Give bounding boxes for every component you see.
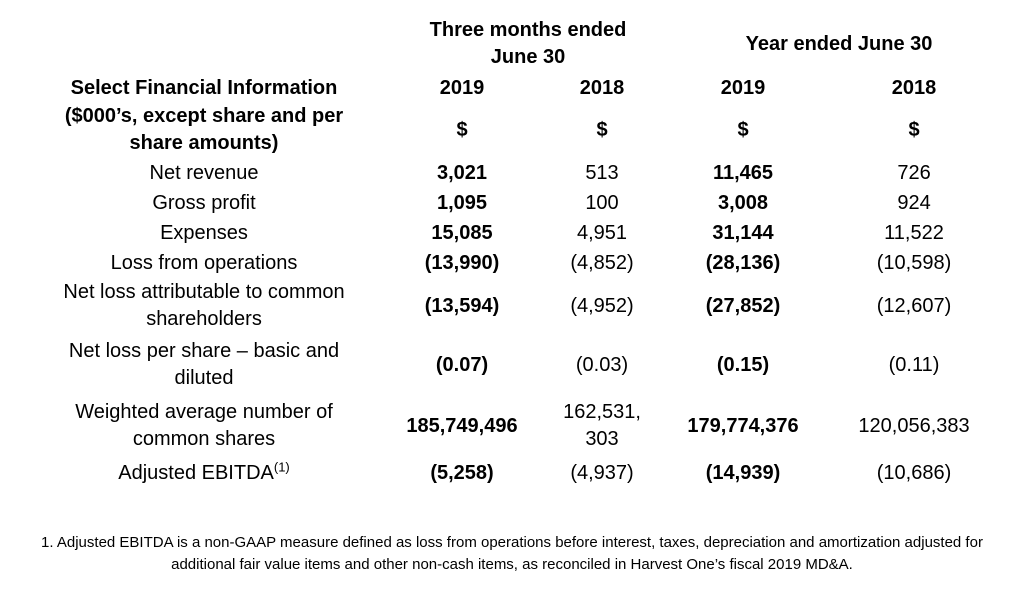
cell-value: 15,085 xyxy=(431,221,493,244)
cell-value: (0.11) xyxy=(888,353,940,376)
table-subtitle: ($000’s, except share and per share amou… xyxy=(64,105,344,154)
table-row-loss-from-operations: Loss from operations (13,990) (4,852) (2… xyxy=(20,248,1010,278)
year-header: 2019 xyxy=(439,76,485,99)
year-header: 2019 xyxy=(720,76,766,99)
cell-value: (14,939) xyxy=(705,461,781,484)
cell-value: 120,056,383 xyxy=(858,414,970,437)
cell-value: 1,095 xyxy=(436,191,488,214)
cell-value: (13,594) xyxy=(424,294,500,317)
row-label: Net loss per share – basic and diluted xyxy=(68,340,340,389)
currency-symbol: $ xyxy=(737,118,749,141)
cell-value: (27,852) xyxy=(705,294,781,317)
group-header-three-months: Three months ended June 30 xyxy=(429,19,627,68)
cell-value: (0.07) xyxy=(435,353,489,376)
year-header-row: Select Financial Information 2019 2018 2… xyxy=(20,74,1010,102)
row-label-text: Adjusted EBITDA xyxy=(118,461,274,484)
table-header: Three months ended June 30 Year ended Ju… xyxy=(20,14,1010,158)
row-label: Loss from operations xyxy=(110,251,298,274)
cell-value: (4,952) xyxy=(570,294,634,317)
table-body: Net revenue 3,021 513 11,465 726 Gross p… xyxy=(20,158,1010,490)
cell-value: 726 xyxy=(897,161,931,184)
financial-table: Three months ended June 30 Year ended Ju… xyxy=(20,14,1010,490)
row-label: Adjusted EBITDA(1) xyxy=(20,456,388,490)
cell-value: (4,937) xyxy=(570,461,634,484)
cell-value: 11,522 xyxy=(884,221,944,244)
cell-value: 4,951 xyxy=(576,221,628,244)
column-group-row: Three months ended June 30 Year ended Ju… xyxy=(20,14,1010,74)
cell-value: 3,021 xyxy=(436,161,488,184)
cell-value: 185,749,496 xyxy=(406,414,518,437)
cell-value: 162,531, 303 xyxy=(563,401,641,450)
row-label: Net loss attributable to common sharehol… xyxy=(63,281,345,330)
row-label: Gross profit xyxy=(152,191,256,214)
currency-symbol: $ xyxy=(456,118,468,141)
cell-value: (0.03) xyxy=(575,353,629,376)
cell-value: 100 xyxy=(585,191,619,214)
cell-value: (28,136) xyxy=(705,251,781,274)
cell-value: (10,686) xyxy=(876,461,952,484)
year-header: 2018 xyxy=(579,76,625,99)
cell-value: 11,465 xyxy=(712,161,774,184)
table-row-expenses: Expenses 15,085 4,951 31,144 11,522 xyxy=(20,218,1010,248)
footnote-reference: (1) xyxy=(273,458,290,474)
table-row-net-loss-per-share: Net loss per share – basic and diluted (… xyxy=(20,334,1010,396)
cell-value: (12,607) xyxy=(876,294,952,317)
table-row-weighted-average-shares: Weighted average number of common shares… xyxy=(20,396,1010,456)
table-row-adjusted-ebitda: Adjusted EBITDA(1) (5,258) (4,937) (14,9… xyxy=(20,456,1010,490)
footnote-text: 1. Adjusted EBITDA is a non-GAAP measure… xyxy=(41,534,983,573)
cell-value: (5,258) xyxy=(430,461,494,484)
cell-value: 3,008 xyxy=(717,191,769,214)
table-row-net-loss-attributable: Net loss attributable to common sharehol… xyxy=(20,278,1010,334)
cell-value: 31,144 xyxy=(712,221,774,244)
table-title: Select Financial Information xyxy=(70,76,338,99)
row-label: Net revenue xyxy=(149,161,259,184)
table-row-gross-profit: Gross profit 1,095 100 3,008 924 xyxy=(20,188,1010,218)
currency-symbol: $ xyxy=(908,118,920,141)
empty-corner-cell xyxy=(20,14,388,74)
cell-value: (0.15) xyxy=(716,353,770,376)
row-label: Weighted average number of common shares xyxy=(75,401,333,450)
cell-value: 513 xyxy=(585,161,619,184)
table-row-net-revenue: Net revenue 3,021 513 11,465 726 xyxy=(20,158,1010,188)
cell-value: (4,852) xyxy=(570,251,634,274)
row-label: Expenses xyxy=(160,221,248,244)
year-header: 2018 xyxy=(891,76,937,99)
currency-header-row: ($000’s, except share and per share amou… xyxy=(20,102,1010,158)
cell-value: (13,990) xyxy=(424,251,500,274)
group-header-year: Year ended June 30 xyxy=(745,32,933,55)
cell-value: 924 xyxy=(897,191,931,214)
cell-value: 179,774,376 xyxy=(687,414,799,437)
currency-symbol: $ xyxy=(596,118,608,141)
cell-value: (10,598) xyxy=(876,251,952,274)
